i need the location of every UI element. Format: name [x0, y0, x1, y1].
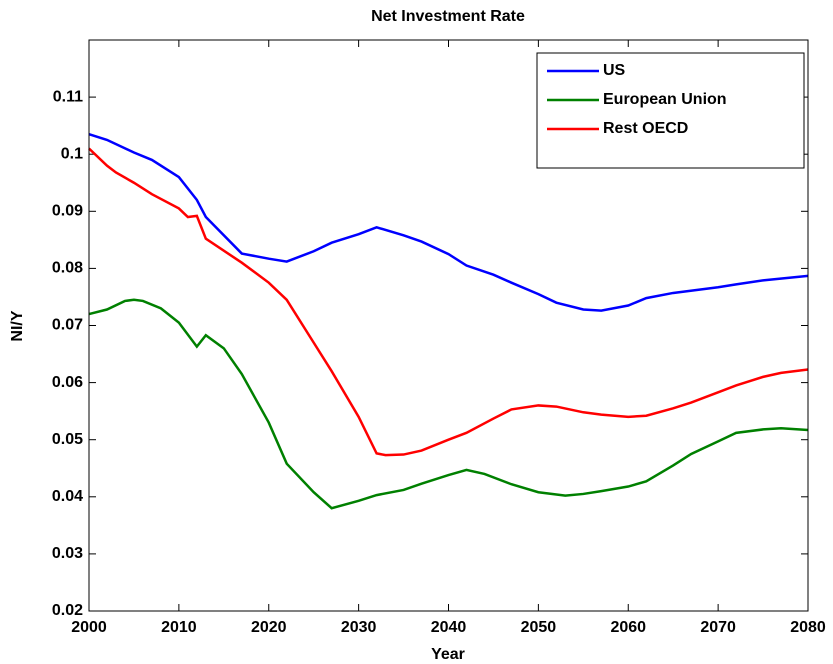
- y-tick-label: 0.08: [52, 260, 83, 277]
- x-tick-label: 2050: [521, 619, 557, 636]
- chart-title: Net Investment Rate: [371, 8, 525, 25]
- data-line: [88, 133, 809, 312]
- y-tick-label: 0.11: [53, 88, 83, 105]
- x-tick-label: 2070: [700, 619, 736, 636]
- legend-label: European Union: [603, 91, 727, 108]
- y-tick-label: 0.05: [52, 431, 83, 448]
- axes-box: [88, 39, 809, 612]
- y-axis-label: NI/Y: [9, 310, 26, 341]
- data-line: [88, 298, 809, 510]
- y-tick-label: 0.07: [52, 317, 83, 334]
- x-tick-label: 2060: [610, 619, 646, 636]
- y-tick-label: 0.03: [52, 545, 83, 562]
- y-tick-label: 0.02: [52, 602, 83, 619]
- y-tick-label: 0.04: [52, 488, 83, 505]
- x-tick-label: 2010: [161, 619, 197, 636]
- x-tick-label: 2030: [341, 619, 377, 636]
- x-tick-label: 2000: [71, 619, 107, 636]
- legend-label: US: [603, 62, 626, 79]
- y-tick-label: 0.06: [52, 374, 83, 391]
- x-tick-label: 2040: [431, 619, 467, 636]
- data-line: [88, 147, 809, 457]
- y-tick-label: 0.1: [61, 145, 83, 162]
- legend-label: Rest OECD: [603, 120, 688, 137]
- x-axis-label: Year: [431, 646, 465, 663]
- y-tick-label: 0.09: [52, 203, 83, 220]
- x-tick-label: 2020: [251, 619, 287, 636]
- x-tick-label: 2080: [790, 619, 826, 636]
